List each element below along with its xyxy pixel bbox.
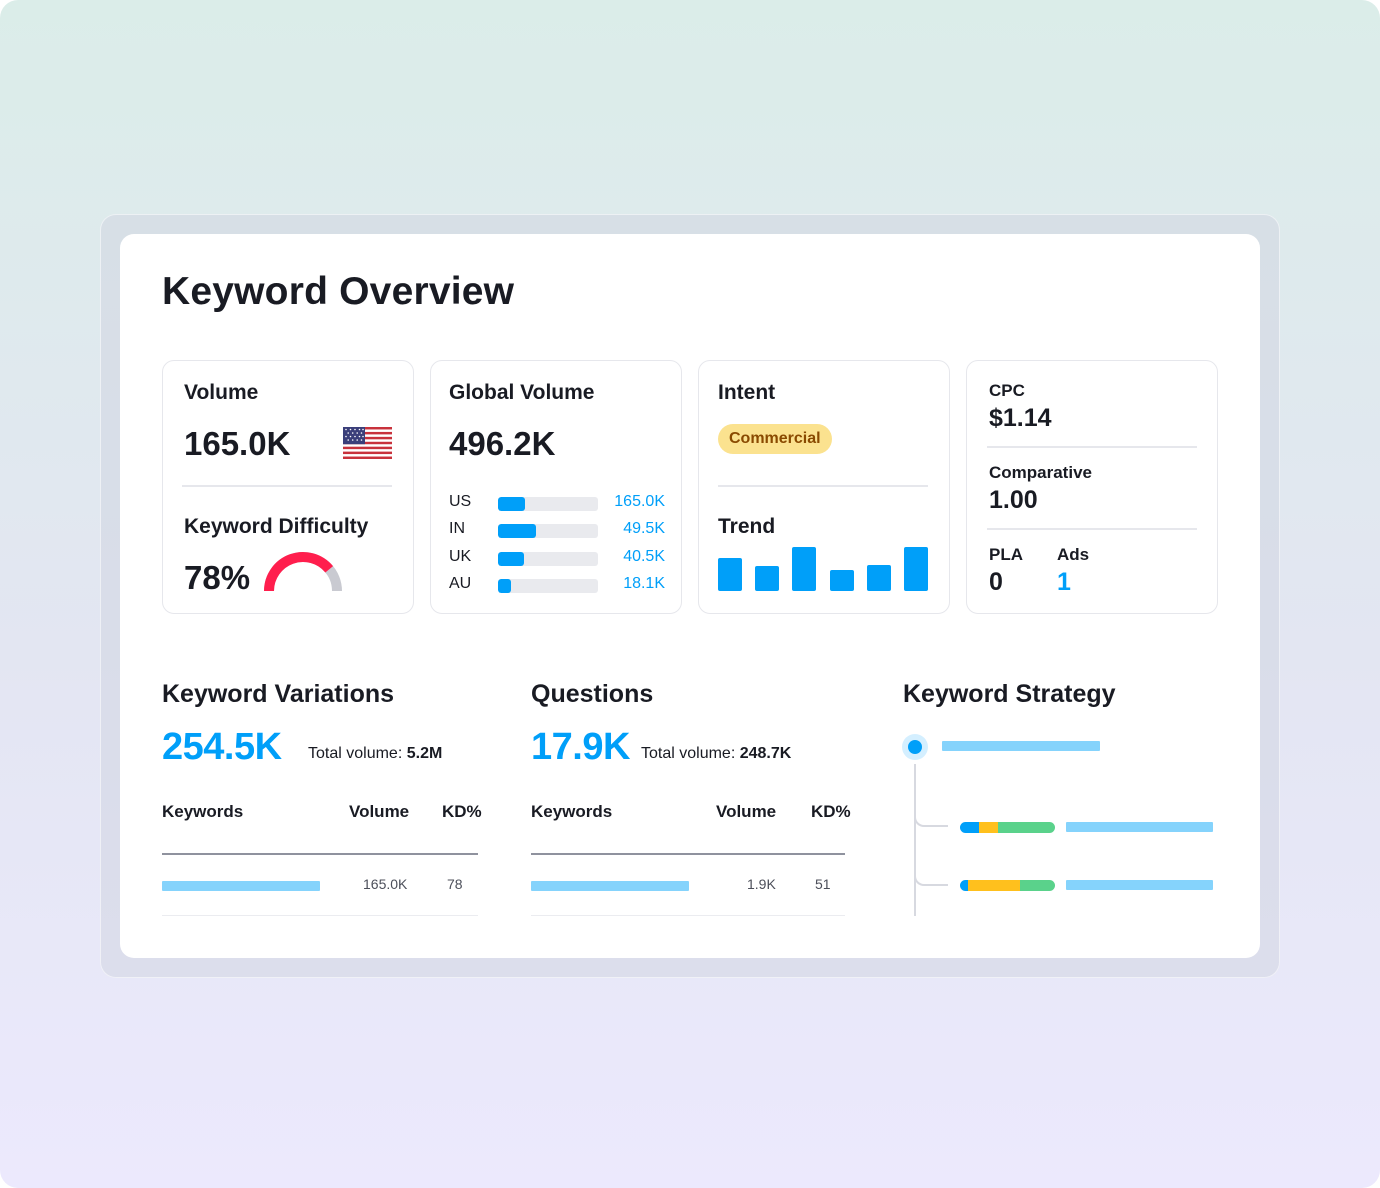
country-volume-fill <box>498 497 525 511</box>
row-volume: 1.9K <box>747 876 776 892</box>
country-code: US <box>449 493 472 510</box>
cpc-tile: CPC $1.14 Comparative 1.00 PLA 0 Ads 1 <box>966 360 1218 614</box>
keyword-variations-title: Keyword Variations <box>162 680 395 708</box>
country-code: IN <box>449 520 465 537</box>
table-row-divider <box>531 915 845 916</box>
trend-chart <box>718 547 928 591</box>
country-volume-value: 40.5K <box>623 548 665 565</box>
country-volume-value: 18.1K <box>623 575 665 592</box>
questions-total: Total volume: 248.7K <box>641 745 791 763</box>
volume-label: Volume <box>184 381 259 404</box>
keyword-strategy-title: Keyword Strategy <box>903 680 1116 708</box>
country-volume-row: US 165.0K <box>449 493 665 513</box>
total-volume-label: Total volume: <box>641 745 740 762</box>
table-header-divider <box>162 853 478 855</box>
cpc-value: $1.14 <box>989 404 1052 432</box>
country-volume-fill <box>498 524 536 538</box>
trend-label: Trend <box>718 515 776 538</box>
strategy-root-dot-icon[interactable] <box>908 740 922 754</box>
country-volume-track <box>498 579 598 593</box>
intent-segment <box>967 880 1020 891</box>
country-code: UK <box>449 548 472 565</box>
trend-bar[interactable] <box>904 547 928 591</box>
total-volume-value: 248.7K <box>739 745 792 762</box>
strategy-intent-bar <box>960 822 1055 833</box>
country-volume-value: 165.0K <box>614 493 665 510</box>
row-kd: 51 <box>815 876 831 892</box>
country-volume-track <box>498 552 598 566</box>
column-header-kd[interactable]: KD% <box>811 802 851 821</box>
strategy-branch-connector <box>914 807 948 827</box>
strategy-branch-connector <box>914 866 948 886</box>
page-title: Keyword Overview <box>162 270 515 313</box>
questions-title: Questions <box>531 680 654 708</box>
country-volume-track <box>498 524 598 538</box>
keyword-overview-card: Keyword Overview Volume 165.0K <box>120 234 1260 958</box>
country-volume-row: UK 40.5K <box>449 548 665 568</box>
keyword-difficulty-label: Keyword Difficulty <box>184 515 369 538</box>
column-header-keywords[interactable]: Keywords <box>531 802 613 821</box>
country-volume-fill <box>498 552 524 566</box>
column-header-volume[interactable]: Volume <box>349 802 410 821</box>
country-code: AU <box>449 575 472 592</box>
divider <box>718 485 928 487</box>
table-row-divider <box>162 915 478 916</box>
keyword-variations-count[interactable]: 254.5K <box>162 726 282 768</box>
column-header-kd[interactable]: KD% <box>442 802 482 821</box>
comparative-label: Comparative <box>989 463 1092 482</box>
divider <box>987 446 1197 448</box>
intent-segment <box>960 822 979 833</box>
trend-bar[interactable] <box>829 570 854 591</box>
trend-bar[interactable] <box>755 566 780 591</box>
intent-badge: Commercial <box>718 424 832 454</box>
divider <box>987 528 1197 530</box>
strategy-intent-bar <box>960 880 1055 891</box>
strategy-root-placeholder[interactable] <box>942 741 1100 751</box>
global-volume-tile: Global Volume 496.2K US 165.0K IN 49.5K UK 40… <box>430 360 682 614</box>
row-kd: 78 <box>447 876 463 892</box>
us-flag-icon <box>343 427 392 459</box>
country-volume-fill <box>498 579 511 593</box>
ads-value: 1 <box>1057 568 1071 596</box>
ads-label: Ads <box>1057 545 1090 564</box>
volume-tile: Volume 165.0K <box>162 360 414 614</box>
comparative-value: 1.00 <box>989 486 1038 514</box>
country-volume-value: 49.5K <box>623 520 665 537</box>
keyword-difficulty-value: 78% <box>184 559 251 596</box>
column-header-keywords[interactable]: Keywords <box>162 802 244 821</box>
trend-bar[interactable] <box>718 558 742 591</box>
pla-label: PLA <box>989 545 1023 564</box>
difficulty-gauge-icon <box>264 552 342 592</box>
divider <box>182 485 392 487</box>
intent-segment <box>979 822 998 833</box>
row-volume: 165.0K <box>363 876 408 892</box>
strategy-keyword-placeholder[interactable] <box>1066 822 1213 832</box>
intent-tile: Intent Commercial Trend <box>698 360 950 614</box>
questions-count[interactable]: 17.9K <box>531 726 630 768</box>
table-header-divider <box>531 853 845 855</box>
trend-bar[interactable] <box>866 565 891 591</box>
total-volume-label: Total volume: <box>308 745 407 762</box>
total-volume-value: 5.2M <box>406 745 443 762</box>
keyword-placeholder-bar[interactable] <box>531 881 689 891</box>
cpc-label: CPC <box>989 381 1025 400</box>
strategy-tree-line <box>914 764 916 916</box>
global-volume-value: 496.2K <box>449 425 556 462</box>
intent-segment <box>1019 880 1055 891</box>
strategy-keyword-placeholder[interactable] <box>1066 880 1213 890</box>
global-volume-label: Global Volume <box>449 381 595 404</box>
country-volume-track <box>498 497 598 511</box>
keyword-variations-total: Total volume: 5.2M <box>308 745 442 763</box>
column-header-volume[interactable]: Volume <box>716 802 777 821</box>
intent-segment <box>960 880 968 891</box>
intent-label: Intent <box>718 381 776 404</box>
country-volume-row: AU 18.1K <box>449 575 665 595</box>
keyword-placeholder-bar[interactable] <box>162 881 320 891</box>
volume-value: 165.0K <box>184 425 291 462</box>
trend-bar[interactable] <box>792 547 817 591</box>
country-volume-row: IN 49.5K <box>449 520 665 540</box>
pla-value: 0 <box>989 568 1003 596</box>
intent-segment <box>998 822 1055 833</box>
